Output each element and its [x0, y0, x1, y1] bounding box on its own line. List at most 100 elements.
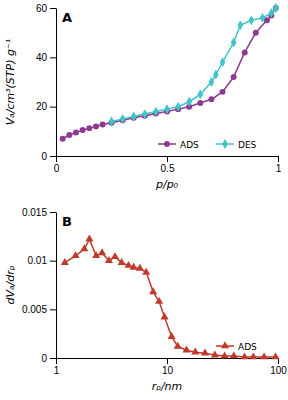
figure: 00.510204060p/p₀Vₐ/cm³(STP) g⁻¹AADSDES11… [0, 0, 288, 400]
y-tick-mark [50, 309, 56, 310]
y-tick-label: 0.005 [22, 304, 47, 315]
x-tick-label: 10 [162, 365, 174, 376]
legend: ADS DES [158, 139, 257, 149]
data-point [111, 252, 119, 259]
data-point [66, 132, 72, 138]
x-tick: 10 [162, 358, 174, 376]
y-tick-label: 40 [36, 52, 48, 63]
y-tick-mark [50, 8, 56, 9]
y-tick-label: 20 [36, 101, 48, 112]
data-point [268, 8, 274, 18]
y-tick-mark [50, 107, 56, 108]
x-tick-label: 0.5 [161, 163, 175, 174]
data-point [191, 348, 199, 355]
x-tick: 0.5 [161, 156, 175, 174]
data-point [98, 248, 106, 255]
y-axis-title: Vₐ/cm³(STP) g⁻¹ [4, 39, 17, 125]
y-tick-mark [50, 156, 56, 157]
series-line [65, 239, 276, 357]
data-point [120, 114, 126, 124]
data-point [208, 96, 214, 102]
panel: 11010000.0050.010.015rₚ/nmdVₐ/drₚBADS [4, 207, 287, 393]
x-tick-mark [278, 156, 279, 162]
x-tick-label: 100 [270, 365, 287, 376]
data-point [175, 102, 181, 112]
legend-item: ADS [158, 140, 199, 150]
data-point [213, 70, 219, 80]
y-tick-mark [50, 261, 56, 262]
data-point [72, 251, 80, 258]
data-point [164, 104, 170, 114]
data-point [142, 109, 148, 119]
data-point [85, 235, 93, 242]
legend-item: DES [216, 139, 257, 149]
data-point [220, 57, 226, 67]
y-axis-line [56, 9, 57, 157]
x-tick: 100 [270, 358, 287, 376]
data-point [201, 348, 209, 355]
data-point [136, 264, 144, 271]
data-point [60, 136, 66, 142]
data-point [168, 332, 176, 339]
data-point [118, 258, 126, 265]
data-point [73, 130, 79, 136]
y-tick-label: 0 [41, 353, 47, 364]
data-point [231, 74, 237, 80]
data-point [61, 258, 69, 265]
data-point [249, 15, 255, 25]
data-point [241, 352, 249, 359]
data-point [253, 30, 259, 36]
data-point [242, 49, 248, 55]
y-tick-label: 60 [36, 3, 48, 14]
data-point [155, 297, 163, 304]
data-point [237, 20, 243, 30]
legend-symbol [164, 141, 170, 147]
data-point [211, 350, 219, 357]
y-tick: 20 [36, 101, 56, 112]
x-tick-mark [167, 156, 168, 162]
x-tick: 0 [54, 156, 60, 174]
y-tick-mark [50, 358, 56, 359]
y-axis: 0 20 40 60 [36, 3, 57, 162]
y-tick: 0.01 [28, 255, 56, 266]
series-line [112, 8, 276, 121]
y-tick-mark [50, 212, 56, 213]
data-point [142, 268, 150, 275]
data-point [249, 352, 257, 359]
x-tick-mark [56, 358, 57, 364]
x-tick-label: 0 [54, 163, 60, 174]
y-tick-mark [50, 57, 56, 58]
data-point [105, 256, 113, 263]
data-point [80, 127, 86, 133]
y-tick: 60 [36, 3, 56, 14]
legend: ADS [216, 341, 257, 351]
x-tick-mark [167, 358, 168, 364]
legend-item: ADS [216, 341, 257, 351]
data-point [149, 287, 157, 294]
y-tick: 0.015 [22, 207, 56, 218]
x-axis-title: rₚ/nm [152, 380, 183, 393]
data-point [197, 89, 203, 99]
data-point [230, 351, 238, 358]
data-point [100, 121, 106, 127]
data-point [260, 13, 266, 23]
x-tick-label: 1 [54, 365, 60, 376]
x-axis-title: p/p₀ [155, 178, 179, 191]
data-point [109, 117, 115, 127]
data-point [153, 107, 159, 117]
y-tick-label: 0.01 [28, 255, 48, 266]
y-tick: 0 [41, 151, 56, 162]
x-tick: 1 [54, 358, 60, 376]
data-point [186, 97, 192, 107]
y-tick: 0.005 [22, 304, 56, 315]
x-tick: 1 [276, 156, 282, 174]
data-point [272, 352, 280, 359]
y-axis-title: dVₐ/drₚ [4, 265, 17, 304]
data-point [273, 3, 279, 13]
legend-symbol [221, 341, 229, 348]
y-axis: 0 0.005 0.01 0.015 [22, 207, 57, 364]
data-point [93, 123, 99, 129]
data-point [86, 125, 92, 131]
y-tick: 40 [36, 52, 56, 63]
data-point [183, 346, 191, 353]
